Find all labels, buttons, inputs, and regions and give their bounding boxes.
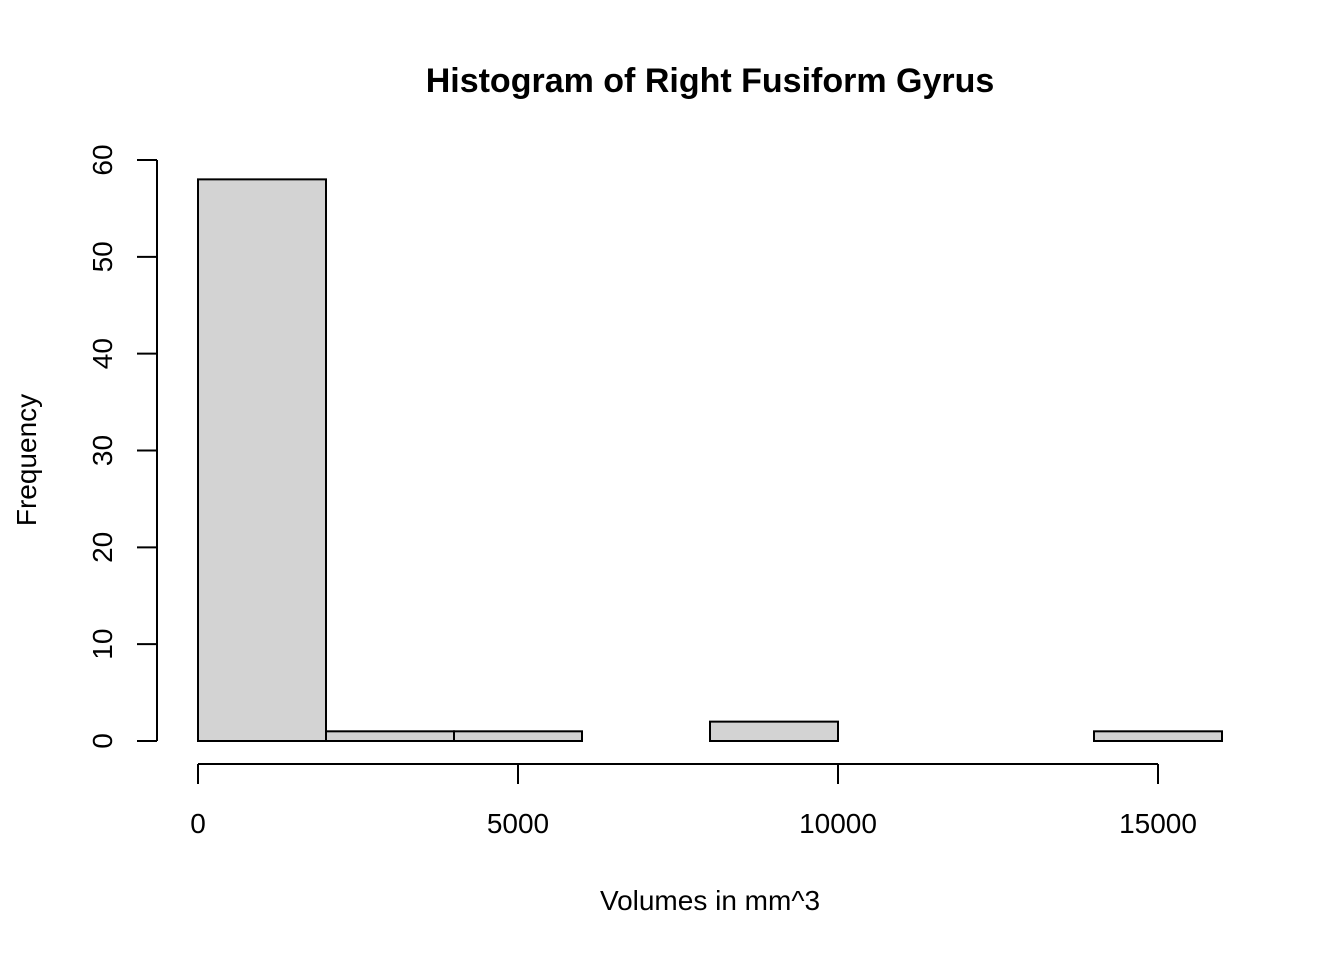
y-tick-label-1: 10 <box>87 629 118 660</box>
histogram-bar-1 <box>325 730 455 742</box>
y-tick-label-5: 50 <box>87 241 118 272</box>
x-axis-label: Volumes in mm^3 <box>600 885 820 916</box>
bars-group <box>197 178 1223 743</box>
x-tick-label-2: 10000 <box>799 808 877 839</box>
x-axis: 0 5000 10000 15000 <box>190 763 1197 839</box>
histogram-bar-2 <box>453 730 583 742</box>
y-tick-label-0: 0 <box>87 733 118 749</box>
x-tick-label-0: 0 <box>190 808 206 839</box>
x-tick-label-1: 5000 <box>487 808 549 839</box>
y-tick-label-2: 20 <box>87 532 118 563</box>
y-tick-label-6: 60 <box>87 144 118 175</box>
y-axis-label: Frequency <box>11 394 42 526</box>
histogram-bar-4 <box>709 720 839 743</box>
x-tick-label-3: 15000 <box>1119 808 1197 839</box>
histogram-bar-7 <box>1093 730 1223 742</box>
y-axis: 0 10 20 30 40 50 60 <box>87 144 158 749</box>
histogram-bar-0 <box>197 178 327 743</box>
chart-title: Histogram of Right Fusiform Gyrus <box>426 62 995 100</box>
y-tick-label-4: 40 <box>87 338 118 369</box>
y-tick-label-3: 30 <box>87 435 118 466</box>
